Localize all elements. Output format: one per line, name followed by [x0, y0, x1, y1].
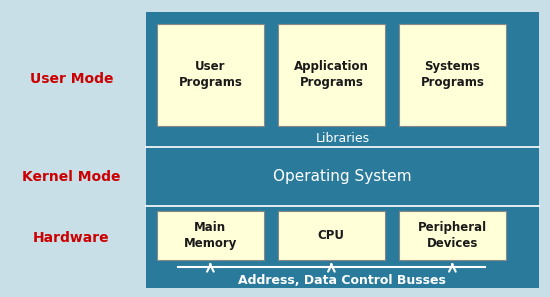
Text: Kernel Mode: Kernel Mode	[22, 170, 121, 184]
Text: User
Programs: User Programs	[178, 61, 243, 89]
Bar	[146, 12, 539, 288]
Text: Application
Programs: Application Programs	[294, 61, 369, 89]
Text: User Mode: User Mode	[30, 72, 113, 86]
Bar	[278, 24, 385, 126]
Text: Systems
Programs: Systems Programs	[420, 61, 485, 89]
Text: Hardware: Hardware	[33, 230, 110, 245]
Bar	[157, 211, 264, 260]
Text: CPU: CPU	[318, 229, 345, 242]
Text: Main
Memory: Main Memory	[184, 221, 237, 250]
Text: Operating System: Operating System	[273, 169, 412, 184]
Bar	[278, 211, 385, 260]
Bar	[157, 24, 264, 126]
Bar	[399, 211, 506, 260]
Bar	[399, 24, 506, 126]
Text: Peripheral
Devices: Peripheral Devices	[418, 221, 487, 250]
Text: Address, Data Control Busses: Address, Data Control Busses	[239, 274, 446, 287]
Text: Libraries: Libraries	[315, 132, 370, 145]
